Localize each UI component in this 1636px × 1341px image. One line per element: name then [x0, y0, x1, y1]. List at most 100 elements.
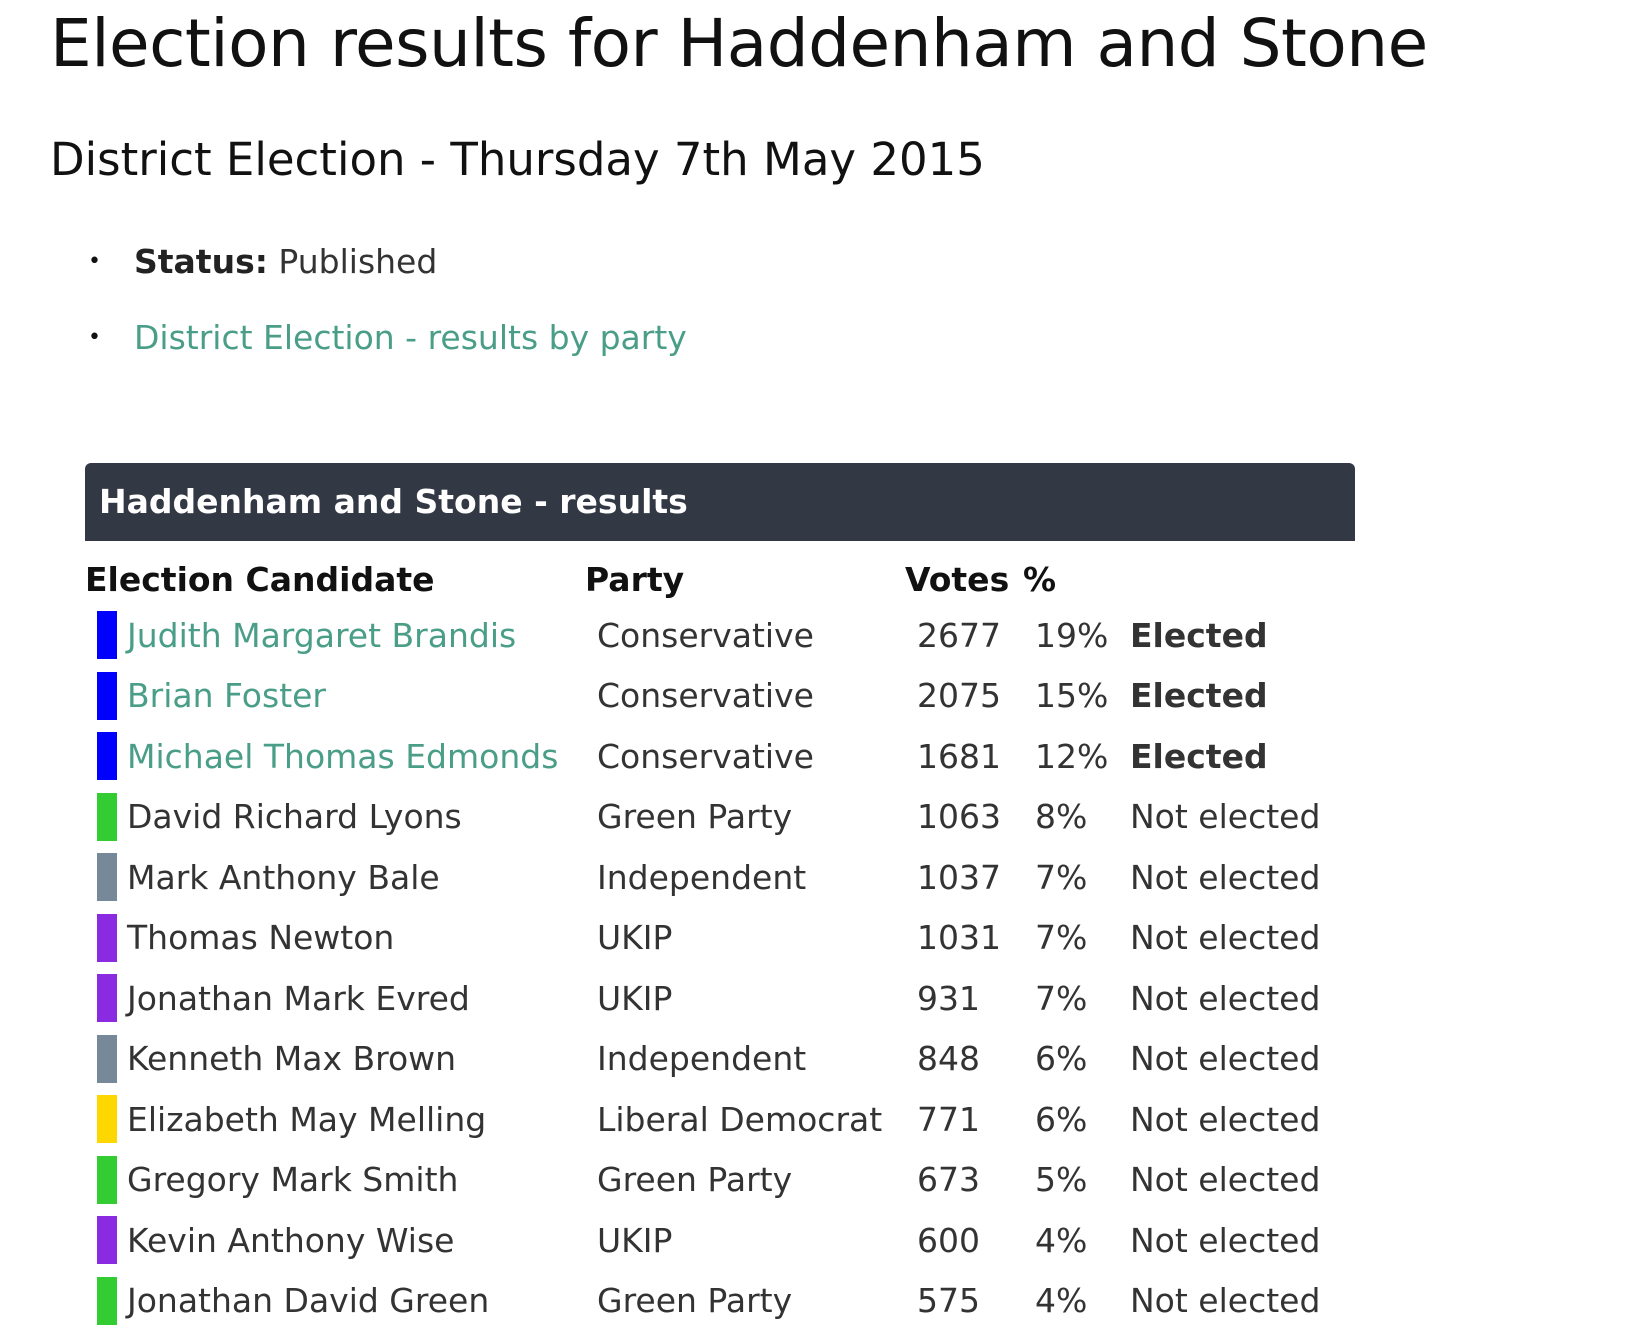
percent-cell: 4%	[1035, 1220, 1088, 1260]
party-color-swatch	[97, 853, 117, 901]
candidate-cell: Thomas Newton	[85, 908, 585, 969]
table-row: Judith Margaret Brandis Conservative 2677 1…	[85, 605, 1360, 666]
status-cell: Not elected	[1130, 1281, 1321, 1321]
table-row: Elizabeth May Melling Liberal Democrat 771…	[85, 1089, 1360, 1150]
results-body: Judith Margaret Brandis Conservative 2677 1…	[85, 605, 1360, 1331]
party-color-swatch	[97, 1216, 117, 1264]
party-color-swatch	[97, 732, 117, 780]
table-row: Jonathan Mark Evred UKIP 931 7% Not elected	[85, 968, 1360, 1029]
votes-cell: 2677	[917, 615, 1001, 655]
column-header-party: Party	[585, 560, 685, 599]
party-cell: Green Party	[597, 1160, 793, 1200]
table-row: Kenneth Max Brown Independent 848 6% Not ele…	[85, 1029, 1360, 1090]
table-row: David Richard Lyons Green Party 1063 8% Not …	[85, 787, 1360, 848]
election-subtitle: District Election - Thursday 7th May 201…	[50, 133, 985, 186]
column-header-percent: %	[1023, 560, 1057, 599]
candidate-cell: Jonathan Mark Evred	[85, 968, 585, 1029]
party-cell: Conservative	[597, 676, 814, 716]
candidate-name-link[interactable]: Judith Margaret Brandis	[127, 615, 517, 655]
table-row: Gregory Mark Smith Green Party 673 5% Not el…	[85, 1150, 1360, 1211]
party-color-swatch	[97, 913, 117, 962]
bullet-icon: •	[88, 325, 101, 350]
party-cell: Conservative	[597, 736, 814, 776]
votes-cell: 931	[917, 978, 980, 1018]
table-row: Thomas Newton UKIP 1031 7% Not elected	[85, 908, 1360, 969]
party-cell: Liberal Democrat	[597, 1099, 883, 1139]
party-cell: Green Party	[597, 1281, 793, 1321]
party-color-swatch	[97, 611, 117, 659]
table-row: Kevin Anthony Wise UKIP 600 4% Not elected	[85, 1210, 1360, 1271]
candidate-name: Thomas Newton	[127, 918, 395, 958]
candidate-name: Gregory Mark Smith	[127, 1160, 459, 1200]
party-cell: Green Party	[597, 797, 793, 837]
candidate-cell: Brian Foster	[85, 666, 585, 727]
percent-cell: 12%	[1035, 736, 1109, 776]
status-cell: Elected	[1130, 736, 1268, 776]
candidate-cell: Gregory Mark Smith	[85, 1150, 585, 1211]
candidate-name: Jonathan David Green	[127, 1281, 490, 1321]
status-cell: Elected	[1130, 676, 1268, 716]
table-row: Brian Foster Conservative 2075 15% Elected	[85, 666, 1360, 727]
percent-cell: 4%	[1035, 1281, 1088, 1321]
votes-cell: 848	[917, 1039, 980, 1079]
percent-cell: 6%	[1035, 1039, 1088, 1079]
candidate-name: Jonathan Mark Evred	[127, 978, 470, 1018]
votes-cell: 1063	[917, 797, 1001, 837]
percent-cell: 7%	[1035, 978, 1088, 1018]
percent-cell: 15%	[1035, 676, 1109, 716]
party-color-swatch	[97, 1034, 117, 1083]
votes-cell: 1037	[917, 857, 1001, 897]
party-results-item: • District Election - results by party	[0, 312, 687, 388]
votes-cell: 2075	[917, 676, 1001, 716]
table-row: Jonathan David Green Green Party 575 4% Not …	[85, 1271, 1360, 1332]
table-row: Mark Anthony Bale Independent 1037 7% Not el…	[85, 847, 1360, 908]
party-color-swatch	[97, 1095, 117, 1143]
party-cell: Independent	[597, 1039, 807, 1079]
candidate-cell: Judith Margaret Brandis	[85, 605, 585, 666]
info-list: • Status: Published • District Election …	[0, 236, 687, 388]
candidate-name: Kevin Anthony Wise	[127, 1220, 455, 1260]
percent-cell: 6%	[1035, 1099, 1088, 1139]
candidate-cell: Mark Anthony Bale	[85, 847, 585, 908]
party-cell: UKIP	[597, 1220, 673, 1260]
votes-cell: 1681	[917, 736, 1001, 776]
candidate-name-link[interactable]: Brian Foster	[127, 676, 326, 716]
column-header-votes: Votes	[905, 560, 1010, 599]
party-color-swatch	[97, 1276, 117, 1325]
candidate-name: Elizabeth May Melling	[127, 1099, 487, 1139]
candidate-name-link[interactable]: Michael Thomas Edmonds	[127, 736, 559, 776]
status-cell: Elected	[1130, 615, 1268, 655]
votes-cell: 771	[917, 1099, 980, 1139]
candidate-cell: Jonathan David Green	[85, 1271, 585, 1332]
party-color-swatch	[97, 792, 117, 841]
table-row: Michael Thomas Edmonds Conservative 1681 12…	[85, 726, 1360, 787]
candidate-cell: Elizabeth May Melling	[85, 1089, 585, 1150]
status-cell: Not elected	[1130, 1220, 1321, 1260]
votes-cell: 575	[917, 1281, 980, 1321]
status-cell: Not elected	[1130, 918, 1321, 958]
status-item: • Status: Published	[0, 236, 687, 312]
percent-cell: 8%	[1035, 797, 1088, 837]
candidate-cell: Michael Thomas Edmonds	[85, 726, 585, 787]
percent-cell: 19%	[1035, 615, 1109, 655]
results-table: Election Candidate Party Votes % Judith …	[85, 555, 1360, 1331]
candidate-name: David Richard Lyons	[127, 797, 462, 837]
party-color-swatch	[97, 1155, 117, 1204]
status-cell: Not elected	[1130, 1160, 1321, 1200]
party-color-swatch	[97, 974, 117, 1022]
column-header-status	[1130, 555, 1360, 605]
status-cell: Not elected	[1130, 1039, 1321, 1079]
party-cell: Conservative	[597, 615, 814, 655]
results-by-party-link[interactable]: District Election - results by party	[134, 318, 687, 357]
candidate-name: Kenneth Max Brown	[127, 1039, 457, 1079]
candidate-cell: David Richard Lyons	[85, 787, 585, 848]
percent-cell: 5%	[1035, 1160, 1088, 1200]
status-value: Published	[278, 242, 438, 281]
status-label: Status:	[134, 242, 268, 281]
page-title: Election results for Haddenham and Stone	[50, 5, 1428, 82]
candidate-cell: Kevin Anthony Wise	[85, 1210, 585, 1271]
column-header-candidate: Election Candidate	[85, 560, 435, 599]
votes-cell: 600	[917, 1220, 980, 1260]
votes-cell: 673	[917, 1160, 980, 1200]
table-header-row: Election Candidate Party Votes %	[85, 555, 1360, 605]
